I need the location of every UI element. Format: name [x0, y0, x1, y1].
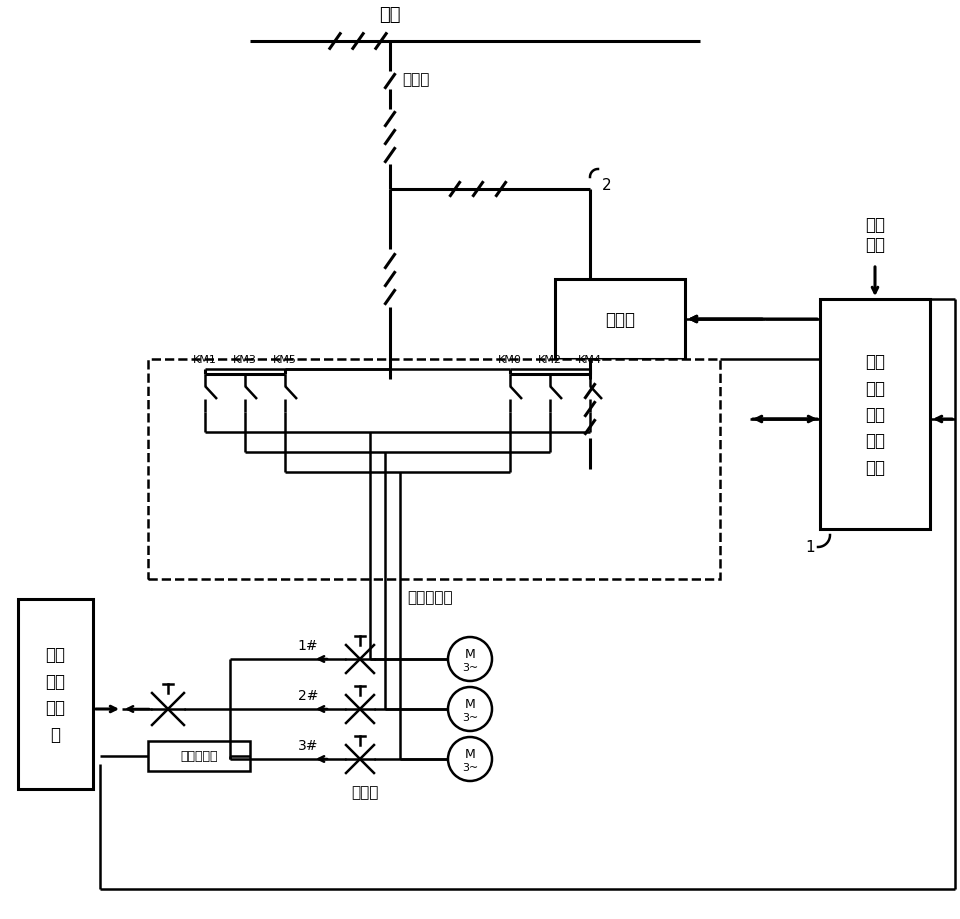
Text: M: M: [465, 698, 475, 710]
Text: 3#: 3#: [298, 738, 318, 752]
Text: 变频器: 变频器: [605, 311, 635, 329]
Text: KM1: KM1: [193, 355, 217, 365]
Text: 压力传感器: 压力传感器: [180, 750, 218, 763]
Text: 3~: 3~: [462, 712, 478, 722]
Text: 油田
注水
自动
控制
装置: 油田 注水 自动 控制 装置: [865, 353, 885, 476]
Bar: [555, 279, 685, 359]
Text: KM2: KM2: [538, 355, 562, 365]
Text: 2#: 2#: [298, 688, 318, 702]
Text: 断路器: 断路器: [402, 73, 429, 87]
Text: KM3: KM3: [233, 355, 257, 365]
Text: KM4: KM4: [578, 355, 602, 365]
Text: 控制
信号: 控制 信号: [865, 215, 885, 255]
Bar: [148, 742, 250, 771]
Text: 输出开关柜: 输出开关柜: [407, 590, 453, 605]
Bar: [148, 359, 720, 579]
Text: 2: 2: [602, 177, 612, 192]
Bar: [820, 300, 930, 529]
Text: 电网: 电网: [379, 6, 400, 24]
Text: M: M: [465, 648, 475, 661]
Text: 3~: 3~: [462, 663, 478, 673]
Text: 油水
分离
后的
水: 油水 分离 后的 水: [45, 646, 65, 743]
Text: 注水泵: 注水泵: [351, 785, 378, 800]
Bar: [18, 599, 93, 789]
Text: M: M: [465, 748, 475, 761]
Text: KM0: KM0: [498, 355, 522, 365]
Text: 1#: 1#: [298, 639, 318, 652]
Text: 1: 1: [805, 539, 815, 555]
Text: 3~: 3~: [462, 762, 478, 772]
Text: KM5: KM5: [273, 355, 297, 365]
